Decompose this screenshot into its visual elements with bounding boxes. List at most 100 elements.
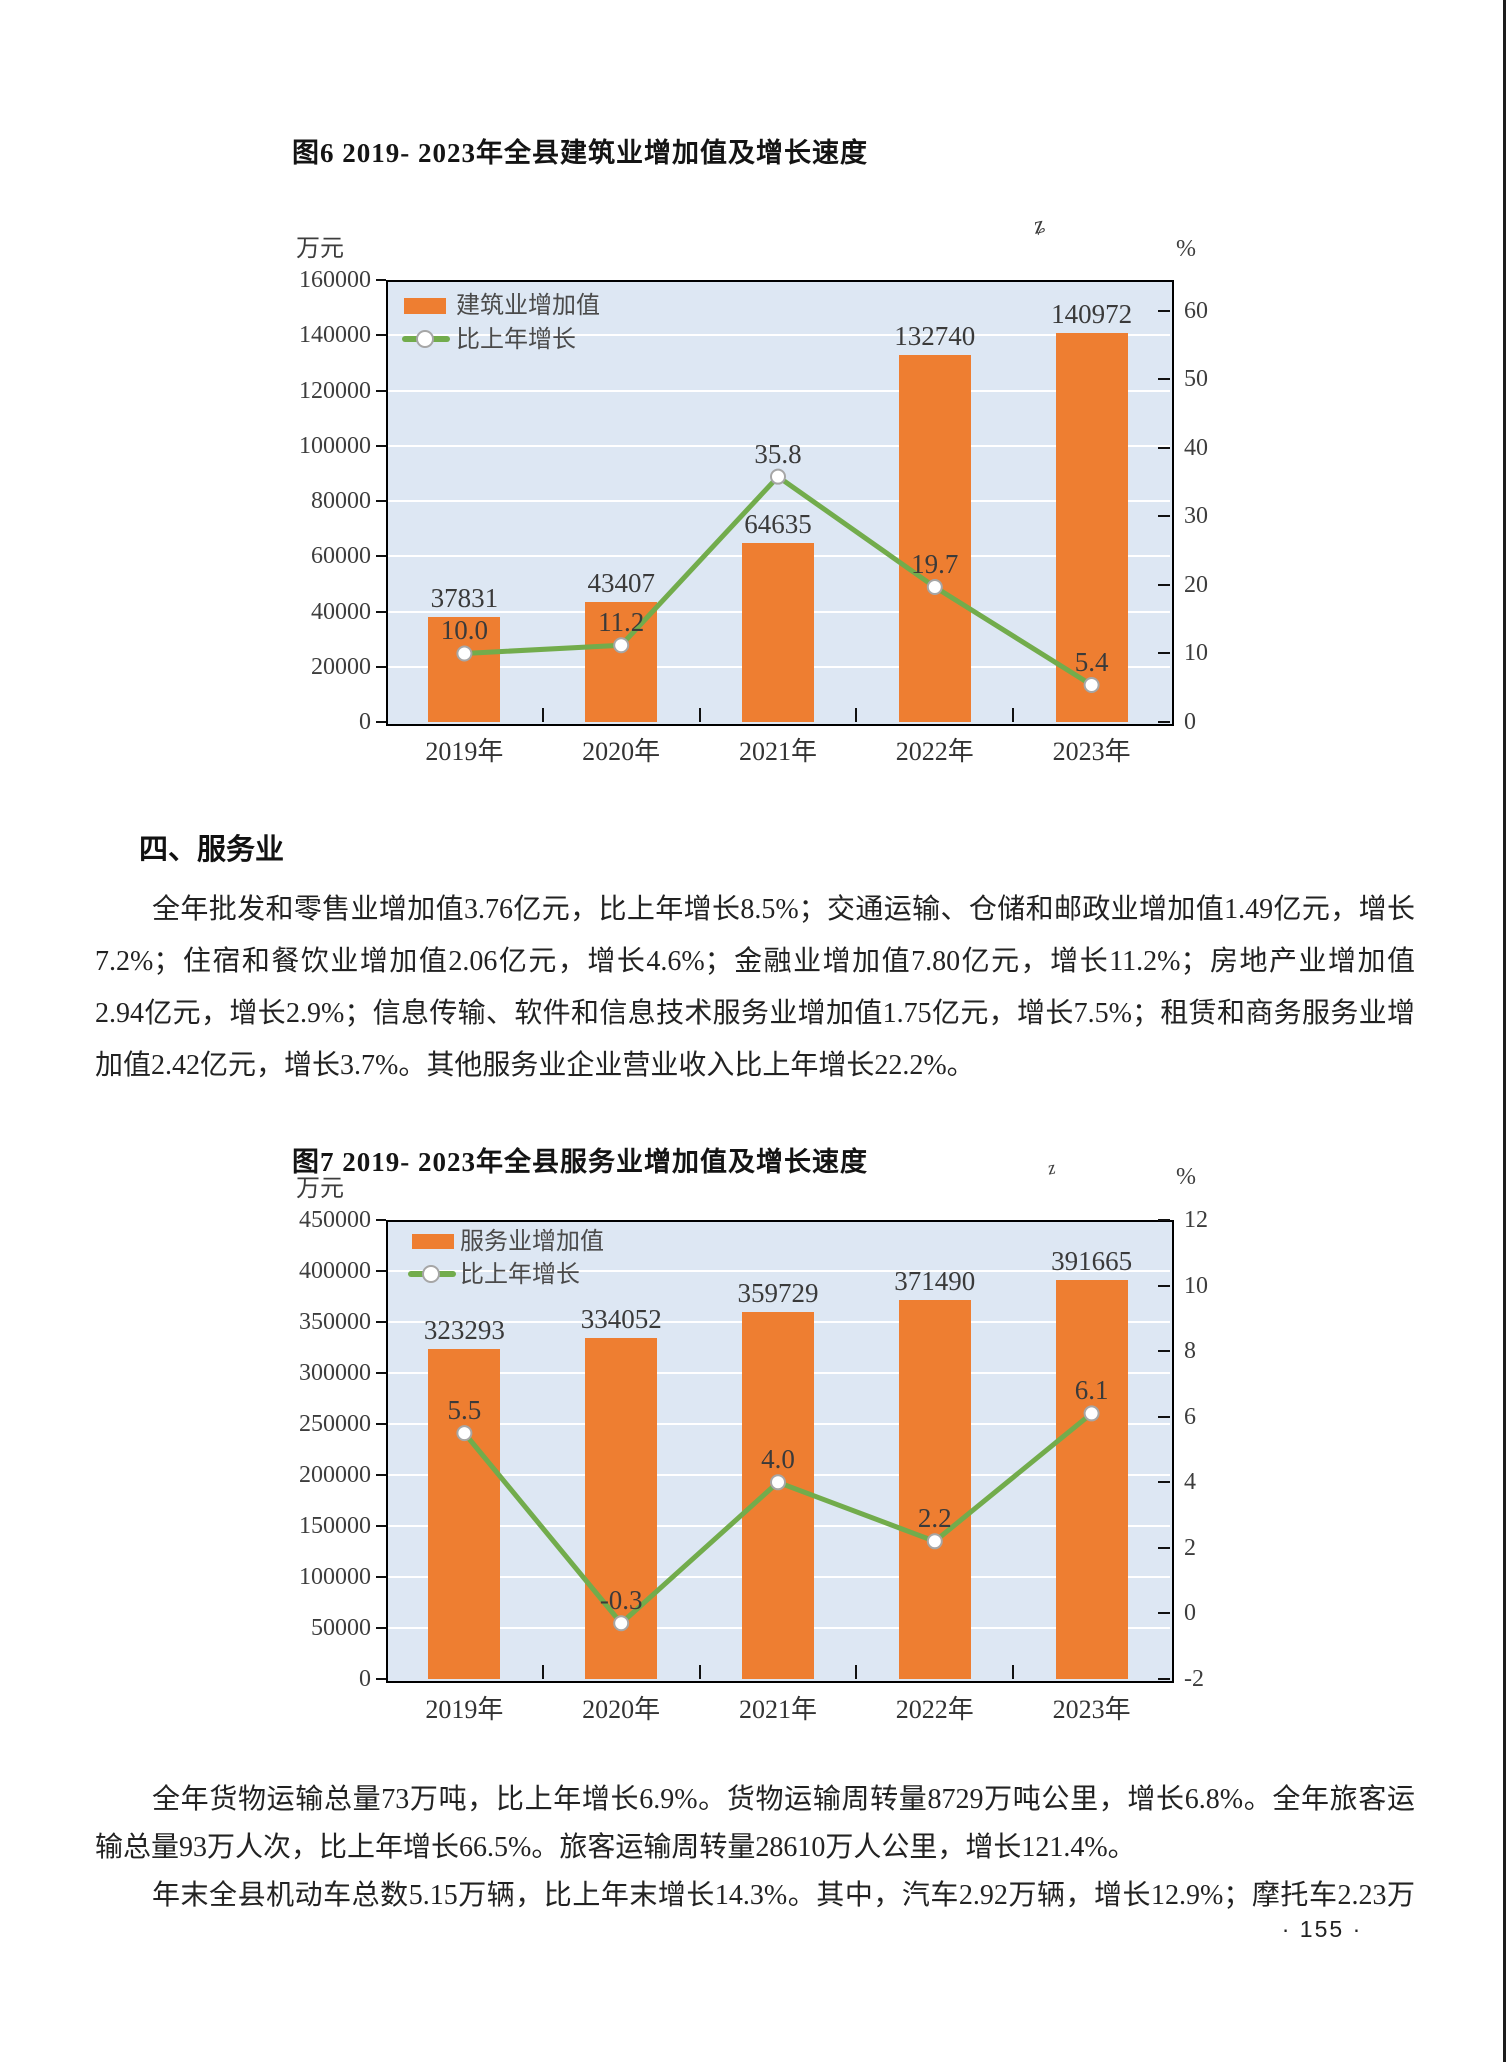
x-axis-category-label: 2022年 — [895, 737, 974, 766]
right-axis-tick-label: 60 — [1184, 297, 1208, 324]
bar-value-label: 391665 — [1051, 1245, 1133, 1276]
bar-value-label: 323293 — [423, 1315, 505, 1346]
growth-value-label: 6.1 — [1074, 1375, 1109, 1406]
right-axis-tick — [1158, 1481, 1170, 1484]
left-axis-tick — [376, 721, 386, 723]
left-axis-tick — [376, 279, 386, 281]
paragraph-line: 加值2.42亿元，增长3.7%。其他服务业企业营业收入比上年增长22.2%。 — [95, 1050, 975, 1081]
bar-value-label: 64635 — [744, 509, 812, 540]
x-axis-category-label: 2022年 — [895, 1695, 974, 1724]
left-axis-tick — [376, 1627, 386, 1629]
growth-point-marker — [1083, 676, 1100, 693]
left-axis-tick-label: 150000 — [299, 1513, 371, 1539]
figure6-legend-bar-swatch — [404, 298, 446, 314]
right-axis-tick — [1158, 1612, 1170, 1615]
vehicles-paragraph: 年末全县机动车总数5.15万辆，比上年末增长14.3%。其中，汽车2.92万辆，… — [95, 1872, 1415, 1920]
figure7-legend-bar-label: 服务业增加值 — [460, 1229, 604, 1255]
x-axis-tick — [541, 708, 544, 722]
bar-value-label: 43407 — [587, 568, 655, 599]
left-axis-tick — [376, 610, 386, 613]
gridline — [388, 389, 1170, 392]
left-axis-tick — [376, 389, 386, 392]
bar — [428, 617, 501, 722]
right-axis-tick-label: 10 — [1184, 640, 1208, 667]
figure6-title: 图6 2019- 2023年全县建筑业增加值及增长速度 — [292, 138, 868, 168]
growth-value-label: 5.4 — [1074, 646, 1109, 677]
bar-value-label: 140972 — [1051, 298, 1133, 329]
figure6-stray-mark: ʑ — [1031, 211, 1047, 240]
growth-value-label: 11.2 — [598, 607, 645, 638]
right-axis-tick — [1158, 1219, 1170, 1221]
gridline — [388, 334, 1170, 337]
right-axis-tick-label: -2 — [1184, 1666, 1204, 1692]
paragraph-line: 7.2%；住宿和餐饮业增加值2.06亿元，增长4.6%；金融业增加值7.80亿元… — [95, 946, 1415, 977]
left-axis-tick — [376, 1270, 386, 1272]
bar-value-label: 132740 — [894, 321, 976, 352]
figure6-legend-line-marker — [416, 330, 434, 348]
left-axis-tick — [376, 665, 386, 668]
right-axis-tick-label: 12 — [1184, 1207, 1208, 1233]
left-axis-tick-label: 140000 — [299, 322, 371, 349]
x-axis-category-label: 2019年 — [425, 1695, 504, 1724]
growth-point-marker — [770, 1474, 786, 1491]
left-axis-tick-label: 160000 — [299, 267, 371, 293]
left-axis-tick — [376, 1576, 386, 1578]
right-axis-tick-label: 40 — [1184, 434, 1208, 461]
left-axis-tick — [376, 555, 386, 558]
bar-value-label: 37831 — [430, 583, 499, 614]
bar — [898, 355, 971, 722]
growth-value-label: -0.3 — [599, 1585, 643, 1616]
right-axis-tick — [1158, 1546, 1170, 1549]
left-axis-tick — [376, 1423, 386, 1425]
growth-value-label: 4.0 — [761, 1444, 795, 1475]
section-heading: 四、服务业 — [139, 834, 285, 866]
right-axis-tick-label: 0 — [1184, 709, 1196, 735]
left-axis-tick-label: 450000 — [299, 1207, 371, 1233]
left-axis-tick — [376, 444, 386, 447]
bar — [742, 1312, 814, 1679]
right-axis-tick-label: 2 — [1184, 1534, 1196, 1561]
left-axis-tick-label: 40000 — [311, 598, 371, 625]
page-number: · 155 · — [1281, 1916, 1363, 1942]
x-axis-tick — [1012, 708, 1015, 722]
left-axis-tick-label: 50000 — [311, 1615, 371, 1641]
figure7-legend-line-marker — [422, 1265, 440, 1283]
growth-point-marker — [456, 645, 473, 662]
paragraph-line: 全年批发和零售业增加值3.76亿元，比上年增长8.5%；交通运输、仓储和邮政业增… — [152, 894, 1415, 925]
growth-point-marker — [926, 1533, 943, 1550]
figure7-stray-mark: z — [1045, 1157, 1058, 1180]
bar-value-label: 359729 — [737, 1278, 819, 1309]
bar — [898, 1300, 971, 1679]
left-axis-tick-label: 100000 — [299, 432, 371, 459]
growth-line — [464, 474, 1093, 688]
left-axis-tick — [376, 1678, 386, 1680]
left-axis-tick — [376, 1321, 386, 1323]
services-paragraph: 全年批发和零售业增加值3.76亿元，比上年增长8.5%；交通运输、仓储和邮政业增… — [95, 884, 1415, 1092]
left-axis-tick-label: 0 — [359, 1666, 371, 1692]
figure7-legend-line-label: 比上年增长 — [460, 1262, 580, 1288]
gridline — [388, 1270, 1170, 1272]
right-axis-tick-label: 8 — [1184, 1338, 1196, 1365]
left-axis-tick — [376, 1474, 386, 1476]
x-axis-tick — [1012, 1665, 1015, 1679]
gridline — [388, 500, 1170, 502]
right-axis-tick — [1158, 721, 1170, 723]
bar — [742, 543, 814, 722]
x-axis-tick — [855, 1665, 858, 1679]
x-axis-category-label: 2023年 — [1052, 737, 1131, 766]
right-axis-tick — [1158, 446, 1170, 449]
right-axis-tick-label: 10 — [1184, 1272, 1208, 1299]
bar-value-label: 371490 — [894, 1266, 976, 1297]
left-axis-tick-label: 250000 — [299, 1411, 371, 1437]
left-axis-tick-label: 300000 — [299, 1360, 371, 1386]
paragraph-line: 全年货物运输总量73万吨，比上年增长6.9%。货物运输周转量8729万吨公里，增… — [152, 1784, 1415, 1815]
right-axis-tick — [1158, 515, 1170, 518]
left-axis-tick-label: 120000 — [299, 377, 371, 404]
x-axis-tick — [541, 1665, 544, 1679]
right-axis-tick-label: 0 — [1184, 1600, 1196, 1627]
x-axis-category-label: 2020年 — [582, 1695, 661, 1724]
growth-line-layer — [456, 1405, 1100, 1632]
x-axis-category-label: 2020年 — [582, 737, 661, 766]
growth-point-marker — [770, 468, 786, 485]
